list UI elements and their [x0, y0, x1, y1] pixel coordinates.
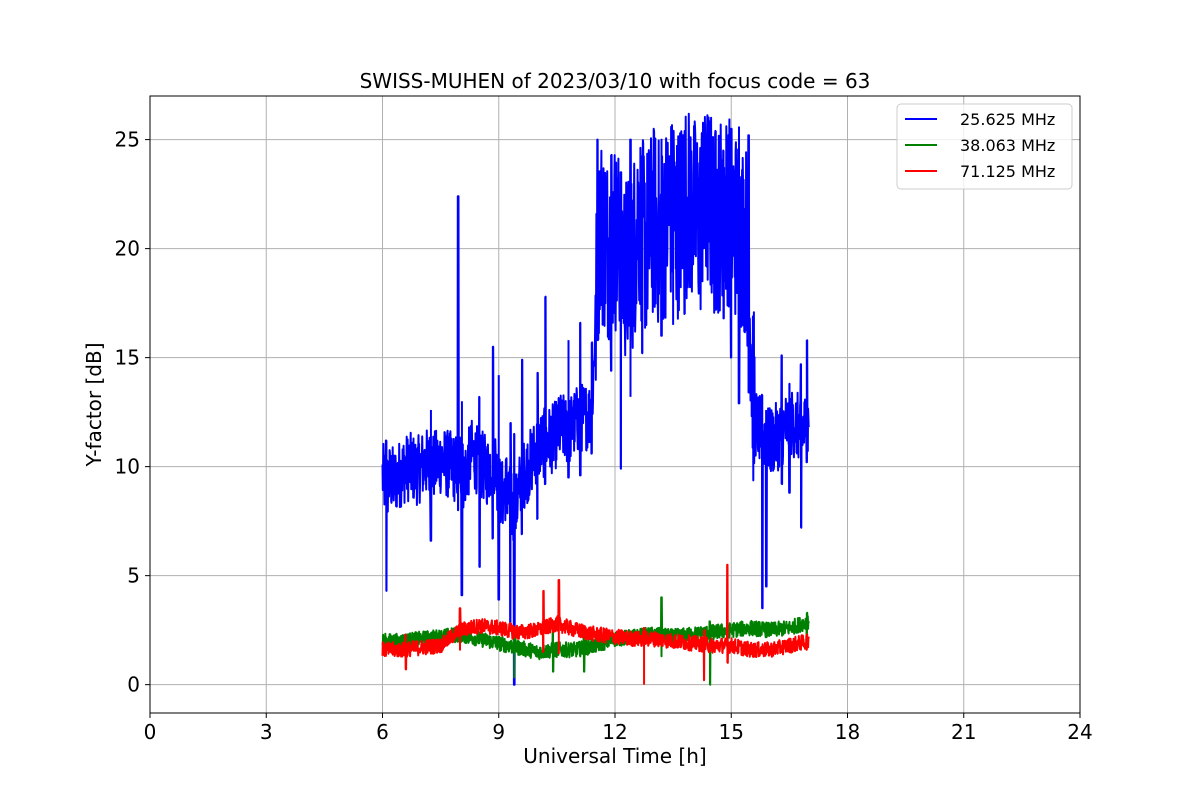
chart-title: SWISS-MUHEN of 2023/03/10 with focus cod…	[360, 69, 871, 93]
legend-label: 71.125 MHz	[960, 162, 1055, 181]
legend-label: 38.063 MHz	[960, 136, 1055, 155]
x-tick-label: 12	[602, 720, 627, 744]
x-tick-label: 9	[492, 720, 505, 744]
y-tick-label: 15	[115, 346, 140, 370]
x-axis-label: Universal Time [h]	[523, 744, 706, 768]
series-line	[381, 596, 810, 686]
ticks: 0 3 6 9 12 15 18 21 24 0 5 10 15 20 25	[115, 128, 1093, 744]
legend: 25.625 MHz 38.063 MHz 71.125 MHz	[896, 103, 1073, 190]
y-tick-label: 10	[115, 455, 140, 479]
x-tick-label: 3	[260, 720, 273, 744]
series-71-125-MHz	[381, 563, 810, 685]
y-tick-label: 20	[115, 237, 140, 261]
series-line	[381, 112, 810, 686]
x-tick-label: 6	[376, 720, 389, 744]
series-line	[381, 563, 810, 682]
legend-label: 25.625 MHz	[960, 110, 1055, 129]
x-tick-label: 18	[835, 720, 860, 744]
legend-box	[896, 103, 1073, 190]
x-tick-label: 15	[719, 720, 744, 744]
series-layer	[381, 112, 810, 686]
y-tick-label: 25	[115, 128, 140, 152]
x-tick-label: 24	[1067, 720, 1092, 744]
y-tick-label: 5	[127, 564, 140, 588]
series-25-625-MHz	[381, 112, 810, 686]
y-tick-label: 0	[127, 673, 140, 697]
y-axis-label: Y-factor [dB]	[82, 342, 106, 467]
x-tick-label: 21	[951, 720, 976, 744]
x-tick-label: 0	[144, 720, 157, 744]
